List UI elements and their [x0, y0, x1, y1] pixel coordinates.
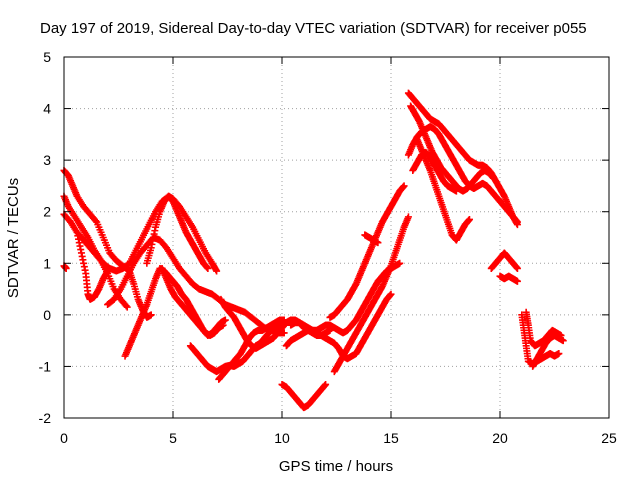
- series-arc-28: [529, 331, 567, 370]
- data-point: [452, 187, 460, 195]
- series-arc-8: [143, 192, 212, 272]
- data-point: [513, 277, 521, 285]
- data-point: [400, 182, 408, 190]
- series-arc-5: [73, 228, 112, 303]
- x-tick-labels: 0 5 10 15 20 25: [60, 430, 617, 446]
- x-tick-label: 5: [169, 430, 177, 446]
- series-arc-24: [487, 249, 521, 272]
- data-point: [374, 239, 382, 247]
- data-point: [123, 303, 131, 311]
- data-point: [513, 218, 521, 226]
- y-tick-label: 1: [43, 255, 51, 271]
- y-tick-label: 2: [43, 204, 51, 220]
- data-point: [396, 259, 404, 267]
- x-tick-label: 10: [274, 430, 290, 446]
- data-point: [404, 213, 412, 221]
- data-point: [204, 264, 212, 272]
- data-point: [387, 290, 395, 298]
- series-arc-15: [287, 290, 395, 363]
- x-axis-title: GPS time / hours: [279, 458, 393, 475]
- series-arc-23: [409, 148, 460, 195]
- y-axis-title: SDTVAR / TECUs: [5, 178, 22, 298]
- x-tick-label: 25: [601, 430, 617, 446]
- data-point: [104, 267, 112, 275]
- series-arc-4: [60, 262, 70, 272]
- data-point: [147, 311, 155, 319]
- series-arc-13: [278, 380, 330, 412]
- series-arc-16: [326, 182, 408, 321]
- series-arc-21: [404, 123, 521, 226]
- series-arc-7: [121, 264, 229, 360]
- series-arc-9: [158, 264, 227, 339]
- y-tick-label: 5: [43, 49, 51, 65]
- y-tick-label: 4: [43, 101, 51, 117]
- data-point: [219, 321, 227, 329]
- series-arc-25: [496, 272, 521, 285]
- series-arc-26: [518, 311, 563, 368]
- data-point: [559, 337, 567, 345]
- y-tick-label: -2: [39, 410, 52, 426]
- y-tick-labels: -2 -1 0 1 2 3 4 5: [39, 49, 52, 426]
- data-point: [122, 302, 130, 310]
- data-points: [60, 89, 567, 412]
- data-point: [280, 329, 288, 337]
- x-tick-label: 20: [492, 430, 508, 446]
- y-tick-label: -1: [39, 358, 52, 374]
- data-point: [213, 267, 221, 275]
- series-arc-19: [404, 89, 521, 229]
- data-point: [465, 215, 473, 223]
- chart-title: Day 197 of 2019, Sidereal Day-to-day VTE…: [40, 20, 587, 37]
- data-point: [221, 316, 229, 324]
- data-point: [489, 174, 497, 182]
- series-arc-18: [361, 231, 382, 247]
- y-tick-label: 3: [43, 152, 51, 168]
- series-arc-22: [413, 136, 473, 244]
- data-point: [92, 217, 100, 225]
- series-arc-17: [330, 213, 412, 376]
- data-point: [322, 380, 330, 388]
- data-point: [513, 264, 521, 272]
- plot-frame: [63, 56, 610, 419]
- y-tick-label: 0: [43, 307, 51, 323]
- x-tick-label: 15: [383, 430, 399, 446]
- axis-ticks: [63, 56, 610, 419]
- x-tick-label: 0: [60, 430, 68, 446]
- data-point: [555, 350, 563, 358]
